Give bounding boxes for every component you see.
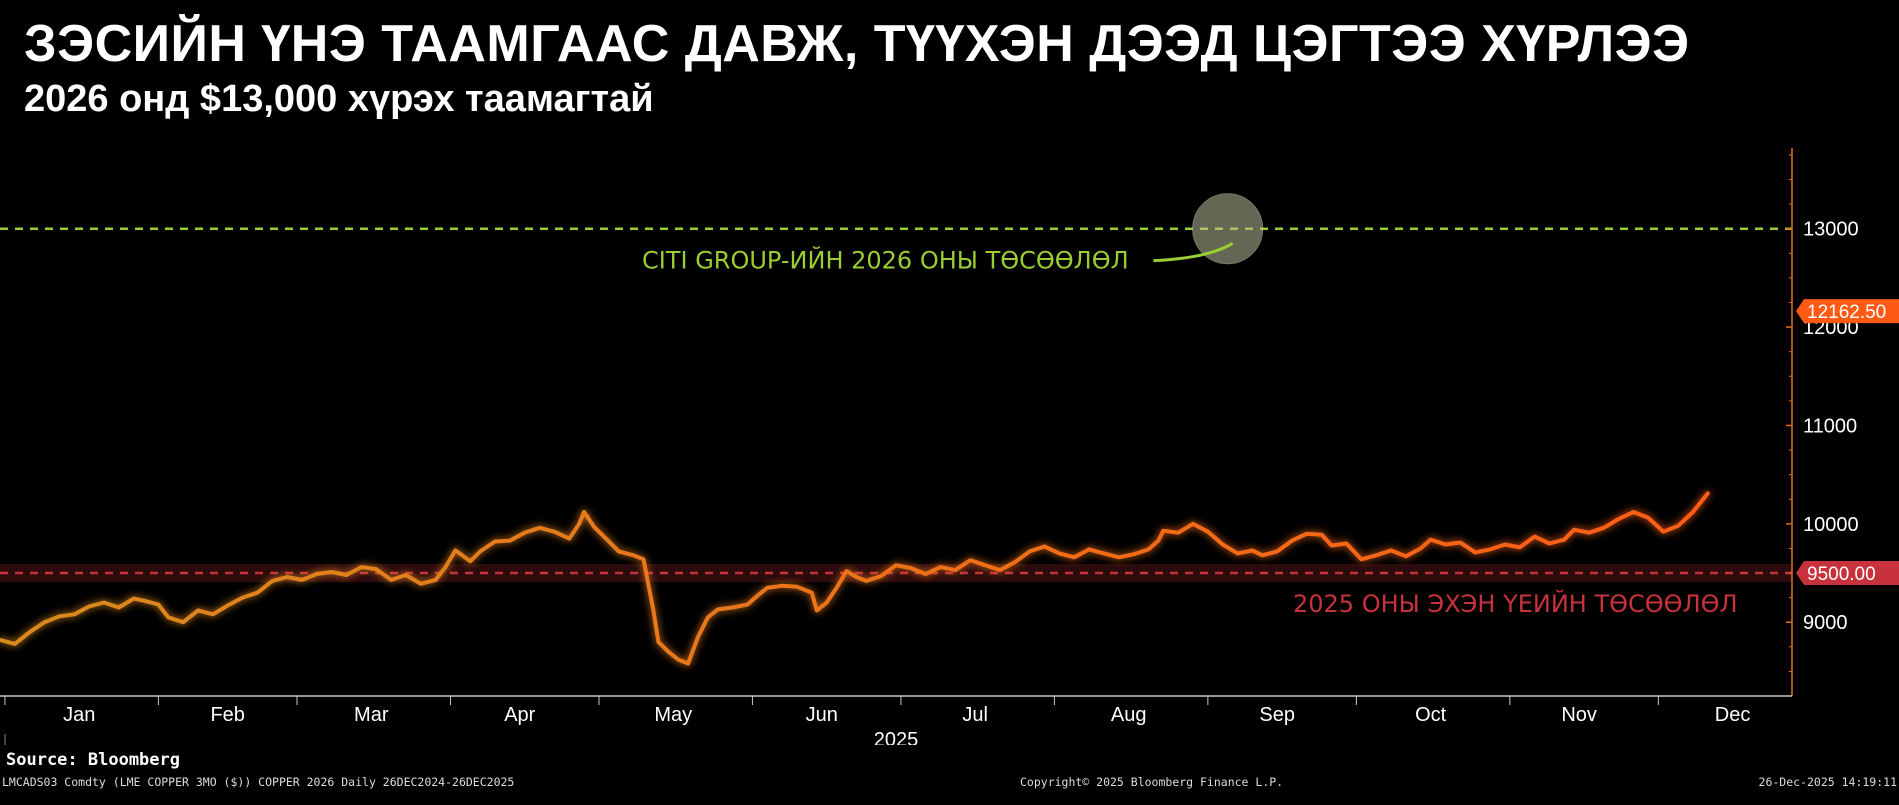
last-price-tag-text: 12162.50 [1807,302,1886,323]
x-tick-label: Jan [63,704,95,726]
last-price-tag-shape [1796,299,1899,324]
x-tick-label: Aug [1111,704,1147,726]
x-tick-label: Nov [1561,704,1597,726]
y-tick-label: 10000 [1803,514,1859,536]
chart-subtitle: 2026 онд $13,000 хүрэх таамагтай [24,78,654,120]
low-forecast-band [0,564,1792,583]
x-tick-label: Apr [504,704,535,726]
y-tick-label: 11000 [1803,415,1857,437]
low-forecast-tag-shape [1796,561,1899,586]
chart-title: ЗЭСИЙН ҮНЭ ТААМГААС ДАВЖ, ТҮҮХЭН ДЭЭД ЦЭ… [24,15,1690,73]
x-axis-year-label: 2025 [874,729,919,745]
source-note: Source: Bloomberg [6,750,180,770]
x-tick-label: Dec [1715,704,1751,726]
x-tick-label: Jun [806,704,838,726]
annotation-arrow [1153,242,1234,263]
copper-price-chart: 90001000011000120001300012162.509500.00J… [0,148,1899,745]
forecast-highlight-circle [1192,193,1264,265]
x-tick-label: Oct [1415,704,1447,726]
low-forecast-tag-text: 9500.00 [1807,564,1876,585]
y-tick-label: 13000 [1803,219,1859,241]
ticker-description: LMCADS03 Comdty (LME COPPER 3MO ($)) COP… [2,775,515,789]
x-tick-label: May [654,704,692,726]
x-tick-label: Mar [354,704,389,726]
x-tick-label: Jul [962,704,988,726]
low-forecast-tag: 9500.00 [1796,561,1899,586]
y-tick-label: 9000 [1803,612,1848,634]
high-forecast-label: CITI GROUP-ИЙН 2026 ОНЫ ТӨСӨӨЛӨЛ [642,246,1129,275]
timestamp: 26-Dec-2025 14:19:11 [1758,775,1897,789]
copyright-note: Copyright© 2025 Bloomberg Finance L.P. [1020,775,1284,789]
last-price-tag: 12162.50 [1796,299,1899,324]
low-forecast-label: 2025 ОНЫ ЭХЭН ҮЕИЙН ТӨСӨӨЛӨЛ [1293,589,1738,618]
x-tick-label: Feb [210,704,244,726]
x-tick-label: Sep [1259,704,1295,726]
copper-price-line [0,491,1710,666]
